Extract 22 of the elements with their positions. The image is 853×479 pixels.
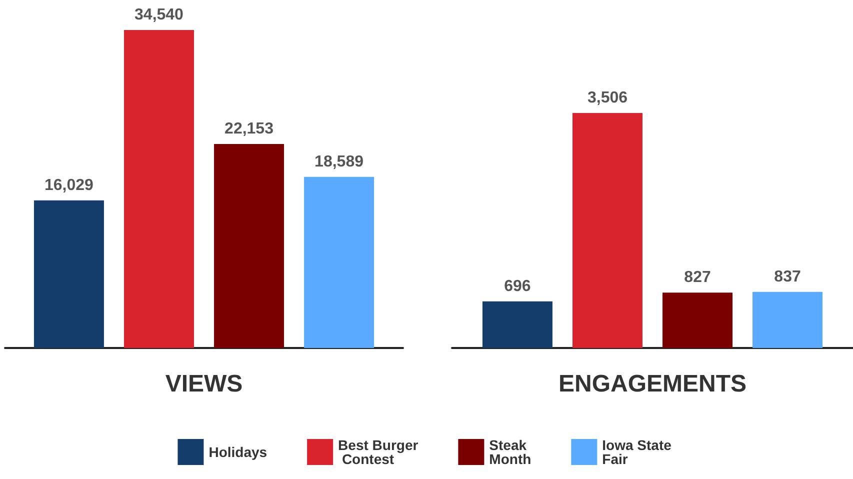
bar xyxy=(482,301,552,348)
x-axis-title: ENGAGEMENTS xyxy=(558,370,747,398)
legend-label: Holidays xyxy=(208,444,268,460)
bar xyxy=(34,200,104,348)
data-label: 16,029 xyxy=(44,176,94,194)
legend-label: Iowa State Fair xyxy=(602,437,676,467)
legend-label: Best Burger Contest xyxy=(338,437,419,467)
data-label: 34,540 xyxy=(134,6,184,24)
bar xyxy=(662,292,733,348)
data-label: 3,506 xyxy=(587,90,628,106)
data-label: 696 xyxy=(504,278,531,295)
x-axis-title: VIEWS xyxy=(165,370,243,398)
data-label: 18,589 xyxy=(314,153,364,170)
bar xyxy=(214,144,284,348)
legend-label: Steak Month xyxy=(489,437,532,467)
bar xyxy=(572,113,642,348)
data-label: 837 xyxy=(774,268,801,286)
bar xyxy=(752,292,823,348)
data-label: 22,153 xyxy=(224,120,274,138)
bar xyxy=(124,30,194,348)
data-label: 827 xyxy=(684,269,711,286)
bar xyxy=(304,176,374,348)
